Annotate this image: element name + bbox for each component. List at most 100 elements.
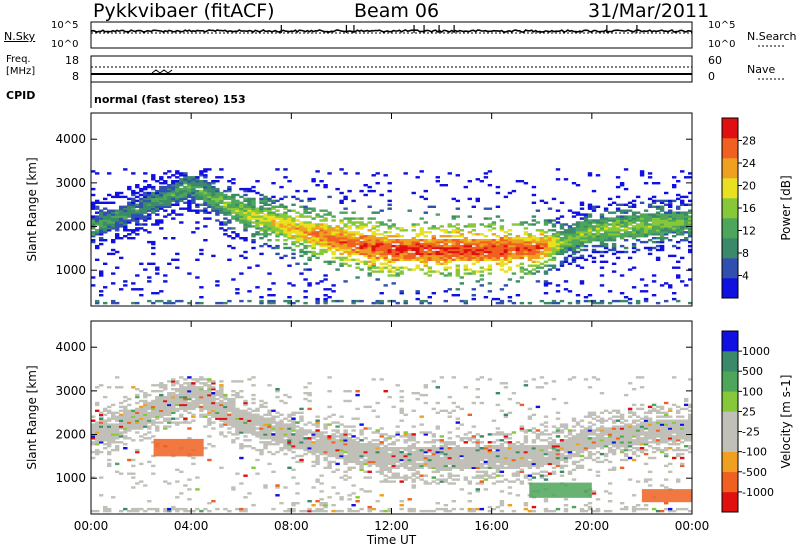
velocity-cell [475,447,480,450]
power-cell [415,252,420,256]
velocity-cell [467,454,472,458]
power-cell [672,221,677,224]
velocity-cell [135,448,140,452]
velocity-cell [375,470,380,473]
power-cell [303,227,308,230]
power-cell [455,258,460,261]
power-cell [507,248,513,252]
velocity-cell [367,462,372,466]
power-cell [327,227,332,230]
velocity-cell [135,415,140,418]
velocity-cell [347,441,352,444]
power-cell [563,223,569,226]
velocity-cell [315,509,320,513]
power-cell [243,207,248,210]
power-cell [431,252,436,256]
power-cell [263,209,268,212]
power-cell [599,244,605,248]
velocity-cell [95,409,100,412]
power-cell [555,178,561,181]
velocity-cell [159,386,164,389]
power-cell [143,197,148,201]
velocity-cell [155,425,160,428]
velocity-cell [459,454,464,458]
power-cell [583,227,589,230]
power-cell [279,233,284,236]
velocity-cell [275,437,280,440]
velocity-cell [387,476,392,479]
velocity-cell [271,419,276,422]
power-cell [579,229,585,232]
velocity-cell [335,443,340,446]
velocity-cell [131,417,136,420]
power-cell [668,215,673,218]
velocity-cell [107,429,112,432]
velocity-cell [375,452,380,456]
velocity-cell [103,407,108,411]
velocity-cell [383,437,388,440]
velocity-cell [179,384,184,387]
power-cell [563,237,569,240]
power-cell [191,195,196,199]
velocity-cell [319,431,324,434]
power-cell [179,199,184,203]
power-cell [375,182,380,185]
power-cell [291,221,296,224]
velocity-cell [223,395,228,399]
velocity-cell [155,384,160,387]
power-cell [167,176,172,179]
power-cell [303,235,308,238]
power-cell [515,254,521,258]
noise-sky-line [90,29,693,33]
power-cell [680,170,685,173]
power-cell [483,217,489,220]
velocity-cell [423,458,428,462]
velocity-cell [399,447,404,450]
velocity-cell [471,425,476,428]
velocity-cell [419,464,424,468]
velocity-cell [139,427,144,430]
velocity-cell [271,433,276,436]
power-cell [423,254,428,258]
power-cell [451,252,456,256]
velocity-cell [239,409,244,412]
power-cell [543,272,549,275]
velocity-cell [427,464,432,468]
power-cell [271,207,276,210]
velocity-cell [179,407,184,411]
velocity-cell [243,507,248,511]
velocity-cell [451,448,456,452]
power-cell [235,219,240,222]
power-cell [339,201,344,204]
power-cell [339,199,344,203]
power-cell [463,268,468,271]
velocity-cell [347,509,352,513]
power-cell [495,297,501,301]
power-cell [299,239,304,242]
power-cell [299,227,304,230]
velocity-cell [291,437,296,440]
velocity-cell [295,411,300,414]
power-cell [447,266,452,269]
power-cell [179,184,184,187]
velocity-cell [339,496,344,499]
power-cell [635,227,641,230]
velocity-cell [331,433,336,436]
velocity-cell [451,500,456,503]
power-cell [443,252,448,256]
power-cell [367,239,372,242]
power-cell [319,225,324,228]
power-cell [279,256,284,260]
velocity-cell [355,460,360,464]
power-cell [315,240,320,244]
power-cell [491,248,497,252]
velocity-cell [399,395,404,399]
power-cell [499,301,505,305]
power-cell [567,240,573,244]
power-cell [623,211,629,214]
power-cell [107,215,112,218]
power-cell [287,264,292,267]
velocity-cell [375,415,380,418]
power-cell [291,195,296,199]
power-cell [331,256,336,260]
